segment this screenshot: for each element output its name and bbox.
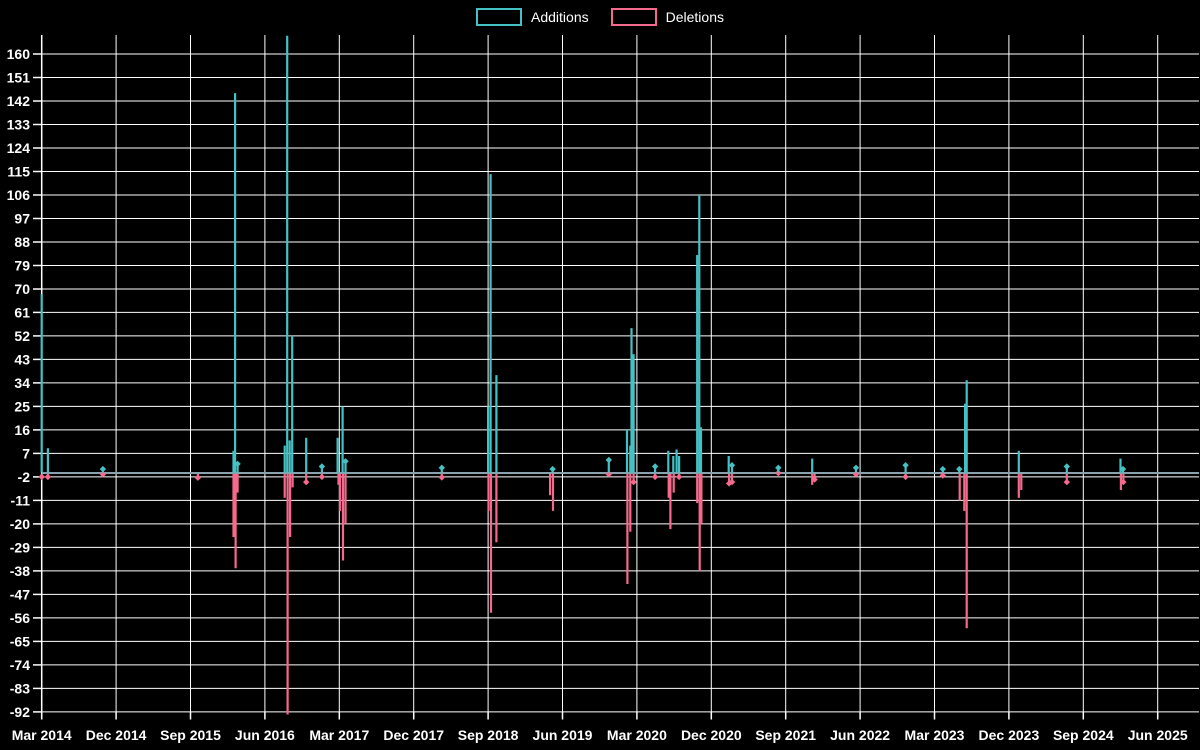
y-tick-label: 151 bbox=[7, 70, 31, 86]
deletions-swatch-icon bbox=[610, 8, 657, 26]
deletions-marker bbox=[651, 473, 659, 481]
x-tick-label: Dec 2014 bbox=[86, 727, 147, 743]
additions-marker bbox=[902, 462, 909, 469]
chart-legend: Additions Deletions bbox=[0, 8, 1200, 26]
x-tick-label: Jun 2016 bbox=[235, 727, 295, 743]
y-tick-label: -47 bbox=[10, 586, 30, 602]
additions-marker bbox=[99, 465, 107, 473]
deletions-legend-label: Deletions bbox=[665, 9, 724, 25]
deletions-marker bbox=[852, 471, 860, 478]
x-tick-label: Dec 2020 bbox=[681, 727, 742, 743]
y-tick-label: -2 bbox=[18, 469, 31, 485]
y-tick-label: -38 bbox=[10, 563, 30, 579]
y-tick-label: -56 bbox=[10, 610, 30, 626]
y-tick-label: 79 bbox=[14, 258, 30, 274]
x-tick-label: Mar 2020 bbox=[607, 727, 667, 743]
x-tick-label: Mar 2023 bbox=[905, 727, 965, 743]
y-tick-label: -11 bbox=[11, 492, 31, 508]
additions-marker bbox=[318, 463, 326, 470]
deletions-marker bbox=[902, 473, 909, 481]
x-tick-label: Dec 2023 bbox=[979, 727, 1040, 743]
y-tick-label: 97 bbox=[14, 211, 30, 227]
deletions-marker bbox=[44, 473, 52, 481]
y-tick-label: 52 bbox=[14, 328, 30, 344]
additions-marker bbox=[605, 456, 612, 464]
deletions-marker bbox=[811, 476, 818, 483]
legend-item-deletions[interactable]: Deletions bbox=[610, 8, 724, 26]
additions-marker bbox=[939, 465, 946, 473]
deletions-marker bbox=[303, 478, 310, 486]
deletions-marker bbox=[194, 474, 202, 481]
additions-marker bbox=[234, 460, 241, 468]
y-tick-label: 16 bbox=[14, 422, 30, 438]
x-tick-label: Sep 2015 bbox=[160, 727, 221, 743]
y-tick-label: 70 bbox=[14, 281, 30, 297]
additions-marker bbox=[1063, 463, 1070, 470]
additions-marker bbox=[775, 464, 782, 471]
deletions-marker bbox=[728, 478, 736, 486]
deletions-marker bbox=[605, 471, 612, 478]
deletions-marker bbox=[675, 473, 683, 481]
additions-marker bbox=[1119, 465, 1127, 473]
x-tick-label: Jun 2025 bbox=[1128, 727, 1188, 743]
x-tick-label: Sep 2021 bbox=[755, 727, 816, 743]
x-tick-label: Sep 2024 bbox=[1053, 727, 1114, 743]
deletions-marker bbox=[939, 472, 946, 479]
deletions-marker bbox=[318, 473, 326, 481]
y-tick-label: 25 bbox=[14, 398, 30, 414]
additions-legend-label: Additions bbox=[531, 9, 589, 25]
deletions-marker bbox=[775, 469, 782, 477]
y-tick-label: 43 bbox=[14, 351, 30, 367]
y-tick-label: 142 bbox=[7, 93, 31, 109]
additions-marker bbox=[549, 465, 556, 473]
y-tick-label: 160 bbox=[7, 46, 31, 62]
additions-marker bbox=[956, 465, 963, 473]
deletions-marker bbox=[38, 473, 45, 481]
additions-marker bbox=[342, 458, 349, 465]
y-tick-label: -83 bbox=[10, 680, 30, 696]
additions-marker bbox=[852, 464, 860, 471]
x-tick-label: Jun 2019 bbox=[533, 727, 593, 743]
y-tick-label: -92 bbox=[10, 704, 30, 720]
deletions-marker bbox=[438, 474, 445, 481]
y-tick-label: 61 bbox=[14, 304, 30, 320]
x-tick-label: Sep 2018 bbox=[458, 727, 519, 743]
additions-marker bbox=[651, 463, 659, 470]
y-tick-label: -29 bbox=[10, 539, 30, 555]
legend-item-additions[interactable]: Additions bbox=[476, 8, 589, 26]
deletions-marker bbox=[1063, 478, 1070, 486]
additions-swatch-icon bbox=[476, 8, 523, 26]
y-tick-label: 7 bbox=[22, 445, 30, 461]
y-tick-label: 124 bbox=[7, 140, 31, 156]
additions-marker bbox=[438, 464, 445, 471]
x-tick-label: Jun 2022 bbox=[830, 727, 890, 743]
deletions-marker bbox=[630, 478, 637, 486]
y-tick-label: 106 bbox=[7, 187, 31, 203]
deletions-marker bbox=[725, 480, 733, 487]
y-tick-label: 133 bbox=[7, 117, 31, 133]
deletions-marker bbox=[99, 471, 107, 478]
additions-marker bbox=[728, 462, 736, 469]
y-tick-label: -65 bbox=[10, 633, 30, 649]
y-tick-label: -20 bbox=[10, 516, 30, 532]
y-tick-label: 115 bbox=[7, 164, 30, 180]
deletions-marker bbox=[1120, 478, 1127, 486]
y-tick-label: -74 bbox=[10, 657, 30, 673]
y-tick-label: 88 bbox=[14, 234, 30, 250]
x-tick-label: Mar 2014 bbox=[12, 727, 72, 743]
x-tick-label: Mar 2017 bbox=[309, 727, 369, 743]
y-tick-label: 34 bbox=[14, 375, 30, 391]
x-tick-label: Dec 2017 bbox=[383, 727, 444, 743]
